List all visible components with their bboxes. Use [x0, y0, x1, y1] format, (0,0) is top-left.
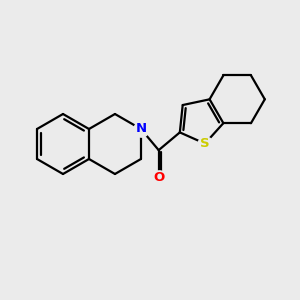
- Text: O: O: [153, 171, 164, 184]
- Text: S: S: [200, 137, 210, 150]
- Text: N: N: [135, 122, 146, 136]
